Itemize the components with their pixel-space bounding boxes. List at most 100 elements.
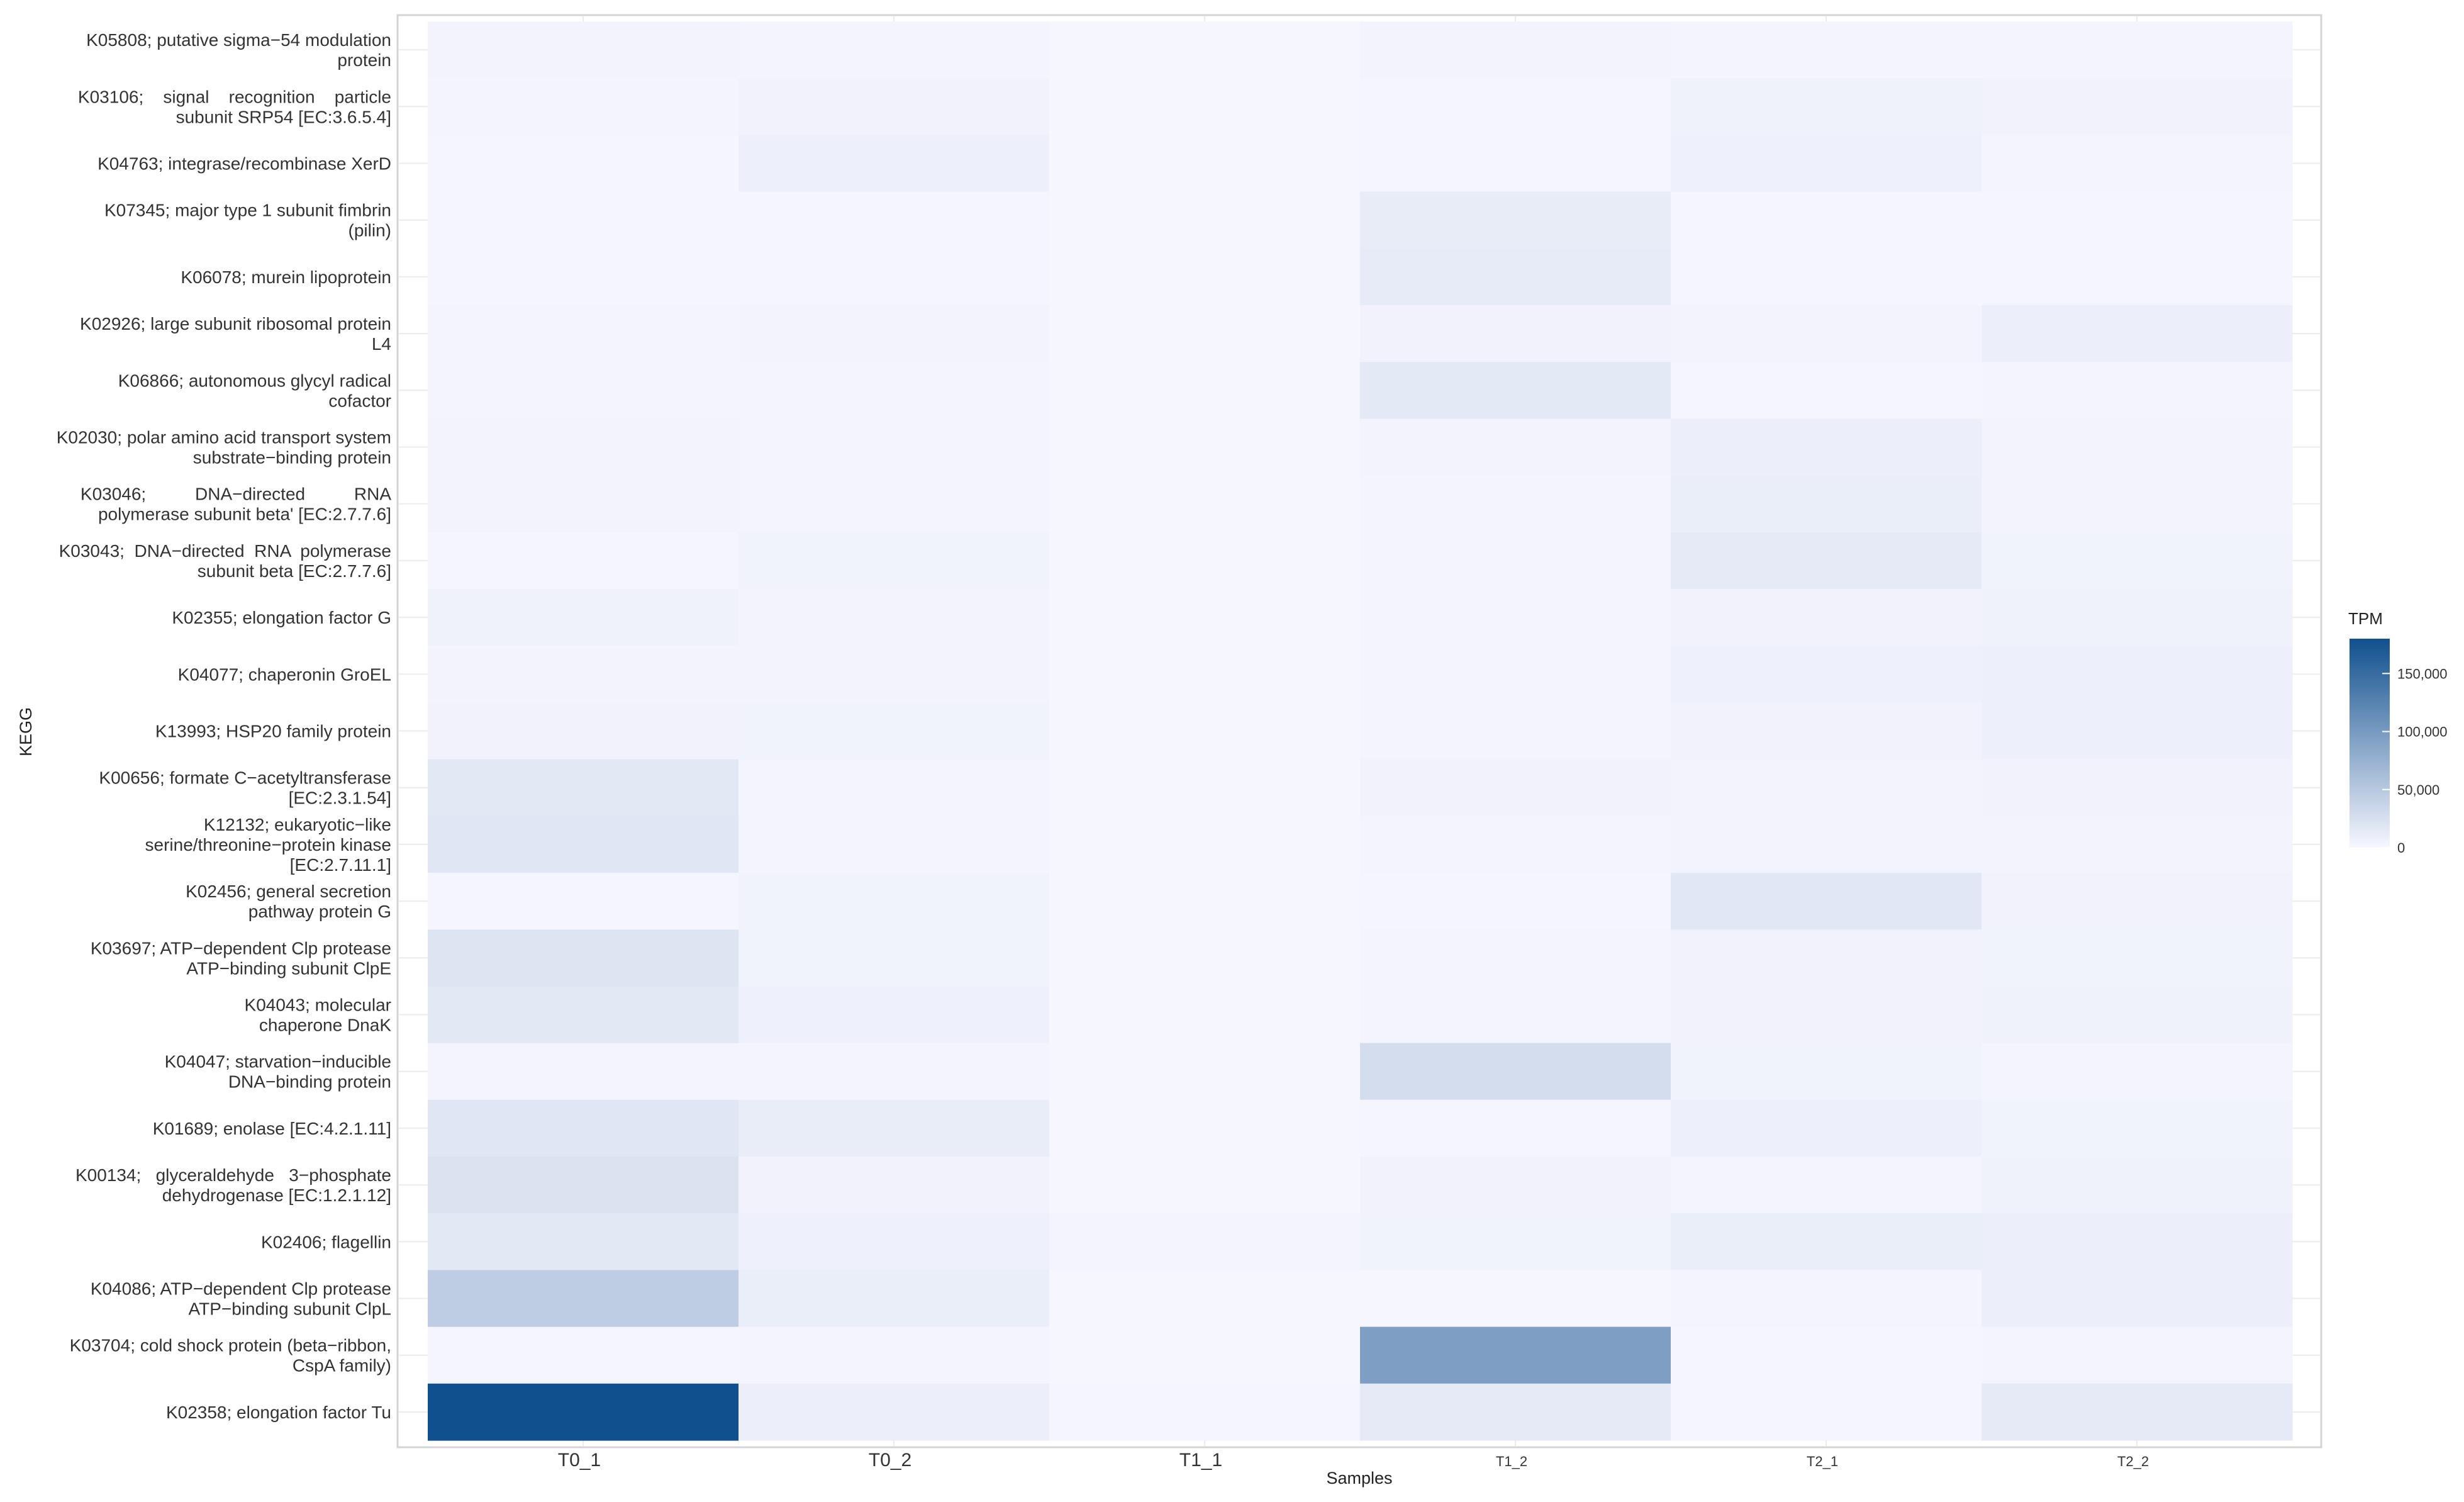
heatmap-cells xyxy=(428,21,2293,1441)
y-tick-label-line: protein xyxy=(337,50,391,70)
heatmap-cell xyxy=(428,589,739,646)
heatmap-cell xyxy=(1049,475,1361,533)
heatmap-cell xyxy=(428,191,739,249)
heatmap-cell xyxy=(1671,1213,1982,1270)
y-tick-label: K02355; elongation factor G xyxy=(172,608,391,627)
y-tick-label-line: K02406; flagellin xyxy=(261,1232,391,1252)
heatmap-cell xyxy=(1982,475,2293,533)
heatmap-cell xyxy=(1049,929,1361,987)
x-tick-label: T0_2 xyxy=(869,1450,911,1471)
y-tick-label: K03697; ATP−dependent Clp protease ATP−bi… xyxy=(91,938,391,978)
heatmap-cell xyxy=(1671,646,1982,703)
heatmap-cell xyxy=(428,21,739,79)
heatmap-cell xyxy=(1982,759,2293,817)
heatmap-cell xyxy=(1049,135,1361,193)
heatmap-cell xyxy=(1049,191,1361,249)
heatmap-cell xyxy=(739,815,1050,873)
heatmap-cell xyxy=(1671,815,1982,873)
y-tick-label: K02406; flagellin xyxy=(261,1232,391,1252)
y-tick-label-line: K02355; elongation factor G xyxy=(172,608,391,627)
y-tick-label-line: K03046; DNA−directed RNA xyxy=(81,485,391,504)
y-tick-label-line: substrate−binding protein xyxy=(193,448,391,468)
heatmap-cell xyxy=(1360,1043,1671,1101)
y-tick-label-line: chaperone DnaK xyxy=(259,1016,391,1035)
heatmap-cell xyxy=(1982,248,2293,306)
y-tick-label-line: K02030; polar amino acid transport syste… xyxy=(57,428,391,447)
y-tick-label: K00134; glyceraldehyde 3−phosphate dehydr… xyxy=(75,1165,391,1205)
heatmap-cell xyxy=(1360,1326,1671,1384)
y-tick-label-line: cofactor xyxy=(328,391,391,410)
heatmap-cell xyxy=(1360,589,1671,646)
heatmap-cell xyxy=(428,418,739,476)
heatmap-cell xyxy=(428,248,739,306)
y-tick-label: K07345; major type 1 subunit fimbrin (pil… xyxy=(104,201,391,240)
heatmap-cell xyxy=(1049,986,1361,1044)
y-tick-label-line: [EC:2.7.11.1] xyxy=(290,855,391,875)
heatmap-cell xyxy=(1049,1157,1361,1214)
heatmap-cell xyxy=(739,929,1050,987)
heatmap-cell xyxy=(739,418,1050,476)
heatmap-cell xyxy=(739,1157,1050,1214)
heatmap-cell xyxy=(1671,418,1982,476)
heatmap-cell xyxy=(1360,1213,1671,1270)
y-tick-label-line: DNA−binding protein xyxy=(228,1072,391,1092)
heatmap-cell xyxy=(739,1270,1050,1328)
heatmap-cell xyxy=(428,475,739,533)
y-tick-label: K12132; eukaryotic−like serine/threonine−… xyxy=(145,815,391,875)
heatmap-cell xyxy=(1360,873,1671,930)
y-axis-title: KEGG xyxy=(16,707,35,756)
heatmap-cell xyxy=(1049,1383,1361,1441)
y-tick-label: K06866; autonomous glycyl radical cofacto… xyxy=(118,371,391,410)
heatmap-cell xyxy=(428,815,739,873)
heatmap-cell xyxy=(1360,21,1671,79)
heatmap-cell xyxy=(1360,759,1671,817)
heatmap-cell xyxy=(1049,418,1361,476)
heatmap-cell xyxy=(1360,815,1671,873)
y-tick-label-line: K02456; general secretion xyxy=(186,882,391,901)
heatmap-cell xyxy=(739,646,1050,703)
heatmap-cell xyxy=(1049,1099,1361,1157)
heatmap-cell xyxy=(1049,1326,1361,1384)
y-tick-label-line: K03106; signal recognition particle xyxy=(78,87,391,106)
heatmap-cell xyxy=(1360,1157,1671,1214)
heatmap-cell xyxy=(1360,646,1671,703)
heatmap-cell xyxy=(1671,929,1982,987)
heatmap-cell xyxy=(1671,1099,1982,1157)
y-tick-label-line: subunit beta [EC:2.7.7.6] xyxy=(198,561,391,581)
y-tick-label: K02456; general secretion pathway protein… xyxy=(186,882,391,921)
heatmap-cell xyxy=(1982,532,2293,590)
heatmap-cell xyxy=(1049,248,1361,306)
heatmap-cell xyxy=(739,135,1050,193)
heatmap-cell xyxy=(1982,1213,2293,1270)
heatmap-cell xyxy=(1982,362,2293,419)
x-axis-title: Samples xyxy=(1326,1469,1392,1488)
heatmap-cell xyxy=(739,1383,1050,1441)
heatmap-cell xyxy=(1360,1383,1671,1441)
y-tick-label-line: subunit SRP54 [EC:3.6.5.4] xyxy=(176,107,391,126)
heatmap-cell xyxy=(1671,702,1982,760)
y-axis-tick-labels: K05808; putative sigma−54 modulation prot… xyxy=(57,30,392,1422)
y-tick-label-line: K12132; eukaryotic−like xyxy=(204,815,391,834)
heatmap-cell xyxy=(739,759,1050,817)
y-tick-label-line: K06866; autonomous glycyl radical xyxy=(118,371,391,390)
heatmap-cell xyxy=(1671,21,1982,79)
y-tick-label-line: K02358; elongation factor Tu xyxy=(166,1403,391,1422)
heatmap-cell xyxy=(1049,702,1361,760)
y-tick-label-line: K13993; HSP20 family protein xyxy=(155,722,391,741)
colorbar-tick-label: 150,000 xyxy=(2397,666,2448,681)
heatmap-cell xyxy=(1360,362,1671,419)
heatmap-cell xyxy=(1360,135,1671,193)
heatmap-cell xyxy=(1982,702,2293,760)
heatmap-cell xyxy=(739,873,1050,930)
y-tick-label-line: K00656; formate C−acetyltransferase xyxy=(99,768,391,788)
y-tick-label-line: (pilin) xyxy=(348,221,391,240)
heatmap-cell xyxy=(1049,873,1361,930)
heatmap-cell xyxy=(1671,191,1982,249)
y-tick-label-line: serine/threonine−protein kinase xyxy=(145,835,391,855)
colorbar-tick-label: 50,000 xyxy=(2397,782,2439,798)
heatmap-cell xyxy=(428,78,739,135)
y-tick-label: K02926; large subunit ribosomal protein L… xyxy=(80,314,391,354)
y-tick-label-line: K05808; putative sigma−54 modulation xyxy=(86,30,391,50)
y-tick-label-line: K04077; chaperonin GroEL xyxy=(178,664,391,684)
